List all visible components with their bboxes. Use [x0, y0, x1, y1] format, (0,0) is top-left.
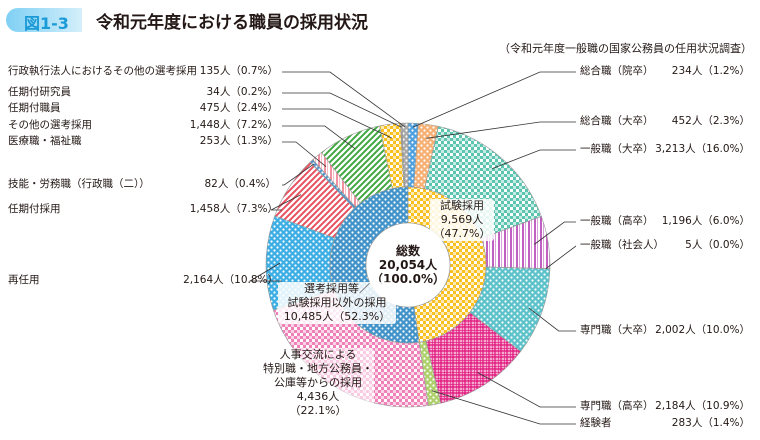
total-label: 総数 20,054人 （100.0%）: [368, 244, 448, 286]
leader-line: [282, 141, 327, 168]
slice-label: 専門職（大卒）: [580, 324, 654, 336]
slice-value: 135人（0.7%）: [199, 65, 278, 77]
leader-line: [248, 262, 282, 282]
exam-pct: （47.7%）: [433, 227, 491, 240]
leader-line: [528, 307, 576, 332]
slice-label: 総合職（大卒）: [580, 115, 654, 127]
slice-label: 任期付採用: [8, 203, 61, 215]
leader-line: [282, 92, 402, 128]
leader-line: [545, 245, 577, 269]
slice-label: 一般職（高卒）: [580, 215, 654, 227]
leader-line: [431, 390, 576, 425]
leader-line: [492, 149, 576, 169]
slice-value: 2,002人（10.0%）: [655, 324, 750, 336]
leader-line: [477, 372, 576, 408]
exam-name: 試験採用: [440, 199, 484, 212]
slice-value: 475人（2.4%）: [199, 102, 278, 114]
slice-value: 2,164人（10.8%）: [183, 274, 278, 286]
slice-value: 1,458人（7.3%）: [189, 203, 278, 215]
slice-value: 3,213人（16.0%）: [655, 143, 750, 155]
slice-label: 行政執行法人におけるその他の選考採用: [8, 65, 197, 77]
exchange-line2: 特別職・地方公務員・: [263, 362, 373, 375]
slice-value: 452人（2.3%）: [671, 115, 750, 127]
slice-label: 経験者: [580, 417, 612, 429]
leader-line: [282, 108, 392, 139]
leader-line: [282, 71, 406, 128]
total-value: 20,054人: [378, 258, 438, 272]
slice-label: 再任用: [8, 274, 40, 286]
slice-value: 283人（1.4%）: [671, 417, 750, 429]
leader-line: [412, 71, 576, 128]
exchange-line1: 人事交流による: [279, 348, 357, 361]
slice-label: 一般職（社会人）: [580, 239, 664, 251]
slice-value: 1,196人（6.0%）: [661, 215, 750, 227]
slice-value: 34人（0.2%）: [206, 86, 278, 98]
slice-label: 技能・労務職（行政職（二））: [8, 178, 150, 190]
outer-label-exchange: 人事交流による 特別職・地方公務員・ 公庫等からの採用 4,436人 （22.1…: [262, 348, 374, 418]
leader-line: [534, 221, 576, 245]
chart-title: 令和元年度における職員の採用状況: [96, 13, 368, 33]
leader-line: [282, 163, 315, 186]
slice-label: 総合職（院卒）: [580, 65, 654, 77]
inner-label-exam: 試験採用 9,569人 （47.7%）: [430, 199, 494, 241]
slice-label: 任期付職員: [8, 102, 61, 114]
figure-number-badge: 図1-3: [6, 8, 82, 33]
exchange-pct: （22.1%）: [289, 404, 347, 417]
slice-value: 82人（0.4%）: [204, 178, 276, 190]
slice-value: 5人（0.0%）: [685, 239, 750, 251]
leader-line: [270, 194, 302, 211]
exam-value: 9,569人: [440, 213, 484, 226]
slice-value: 2,184人（10.9%）: [655, 400, 750, 412]
slice-value: 234人（1.2%）: [671, 65, 750, 77]
leader-line: [426, 121, 576, 139]
exchange-value: 4,436人: [296, 390, 340, 403]
slice-label: 任期付研究員: [8, 86, 71, 98]
total-title: 総数: [395, 244, 420, 258]
exchange-line3: 公庫等からの採用: [274, 376, 362, 389]
selection-line2: 試験採用以外の採用: [287, 296, 387, 309]
slice-label: 医療職・福祉職: [8, 135, 82, 147]
slice-label: 専門職（高卒）: [580, 400, 654, 412]
selection-line1: 選考採用等／: [304, 282, 370, 295]
slice-value: 1,448人（7.2%）: [189, 119, 278, 131]
slice-value: 253人（1.3%）: [199, 135, 278, 147]
slice-label: その他の選考採用: [8, 119, 92, 131]
selection-value: 10,485人（52.3%）: [283, 310, 391, 323]
slice-label: 一般職（大卒）: [580, 143, 654, 155]
figure-number: 図1-3: [24, 14, 69, 33]
leader-line: [282, 125, 356, 149]
inner-label-selection: 選考採用等／ 試験採用以外の採用 10,485人（52.3%）: [278, 282, 396, 324]
source-note: （令和元年度一般職の国家公務員の任用状況調査）: [499, 42, 752, 55]
